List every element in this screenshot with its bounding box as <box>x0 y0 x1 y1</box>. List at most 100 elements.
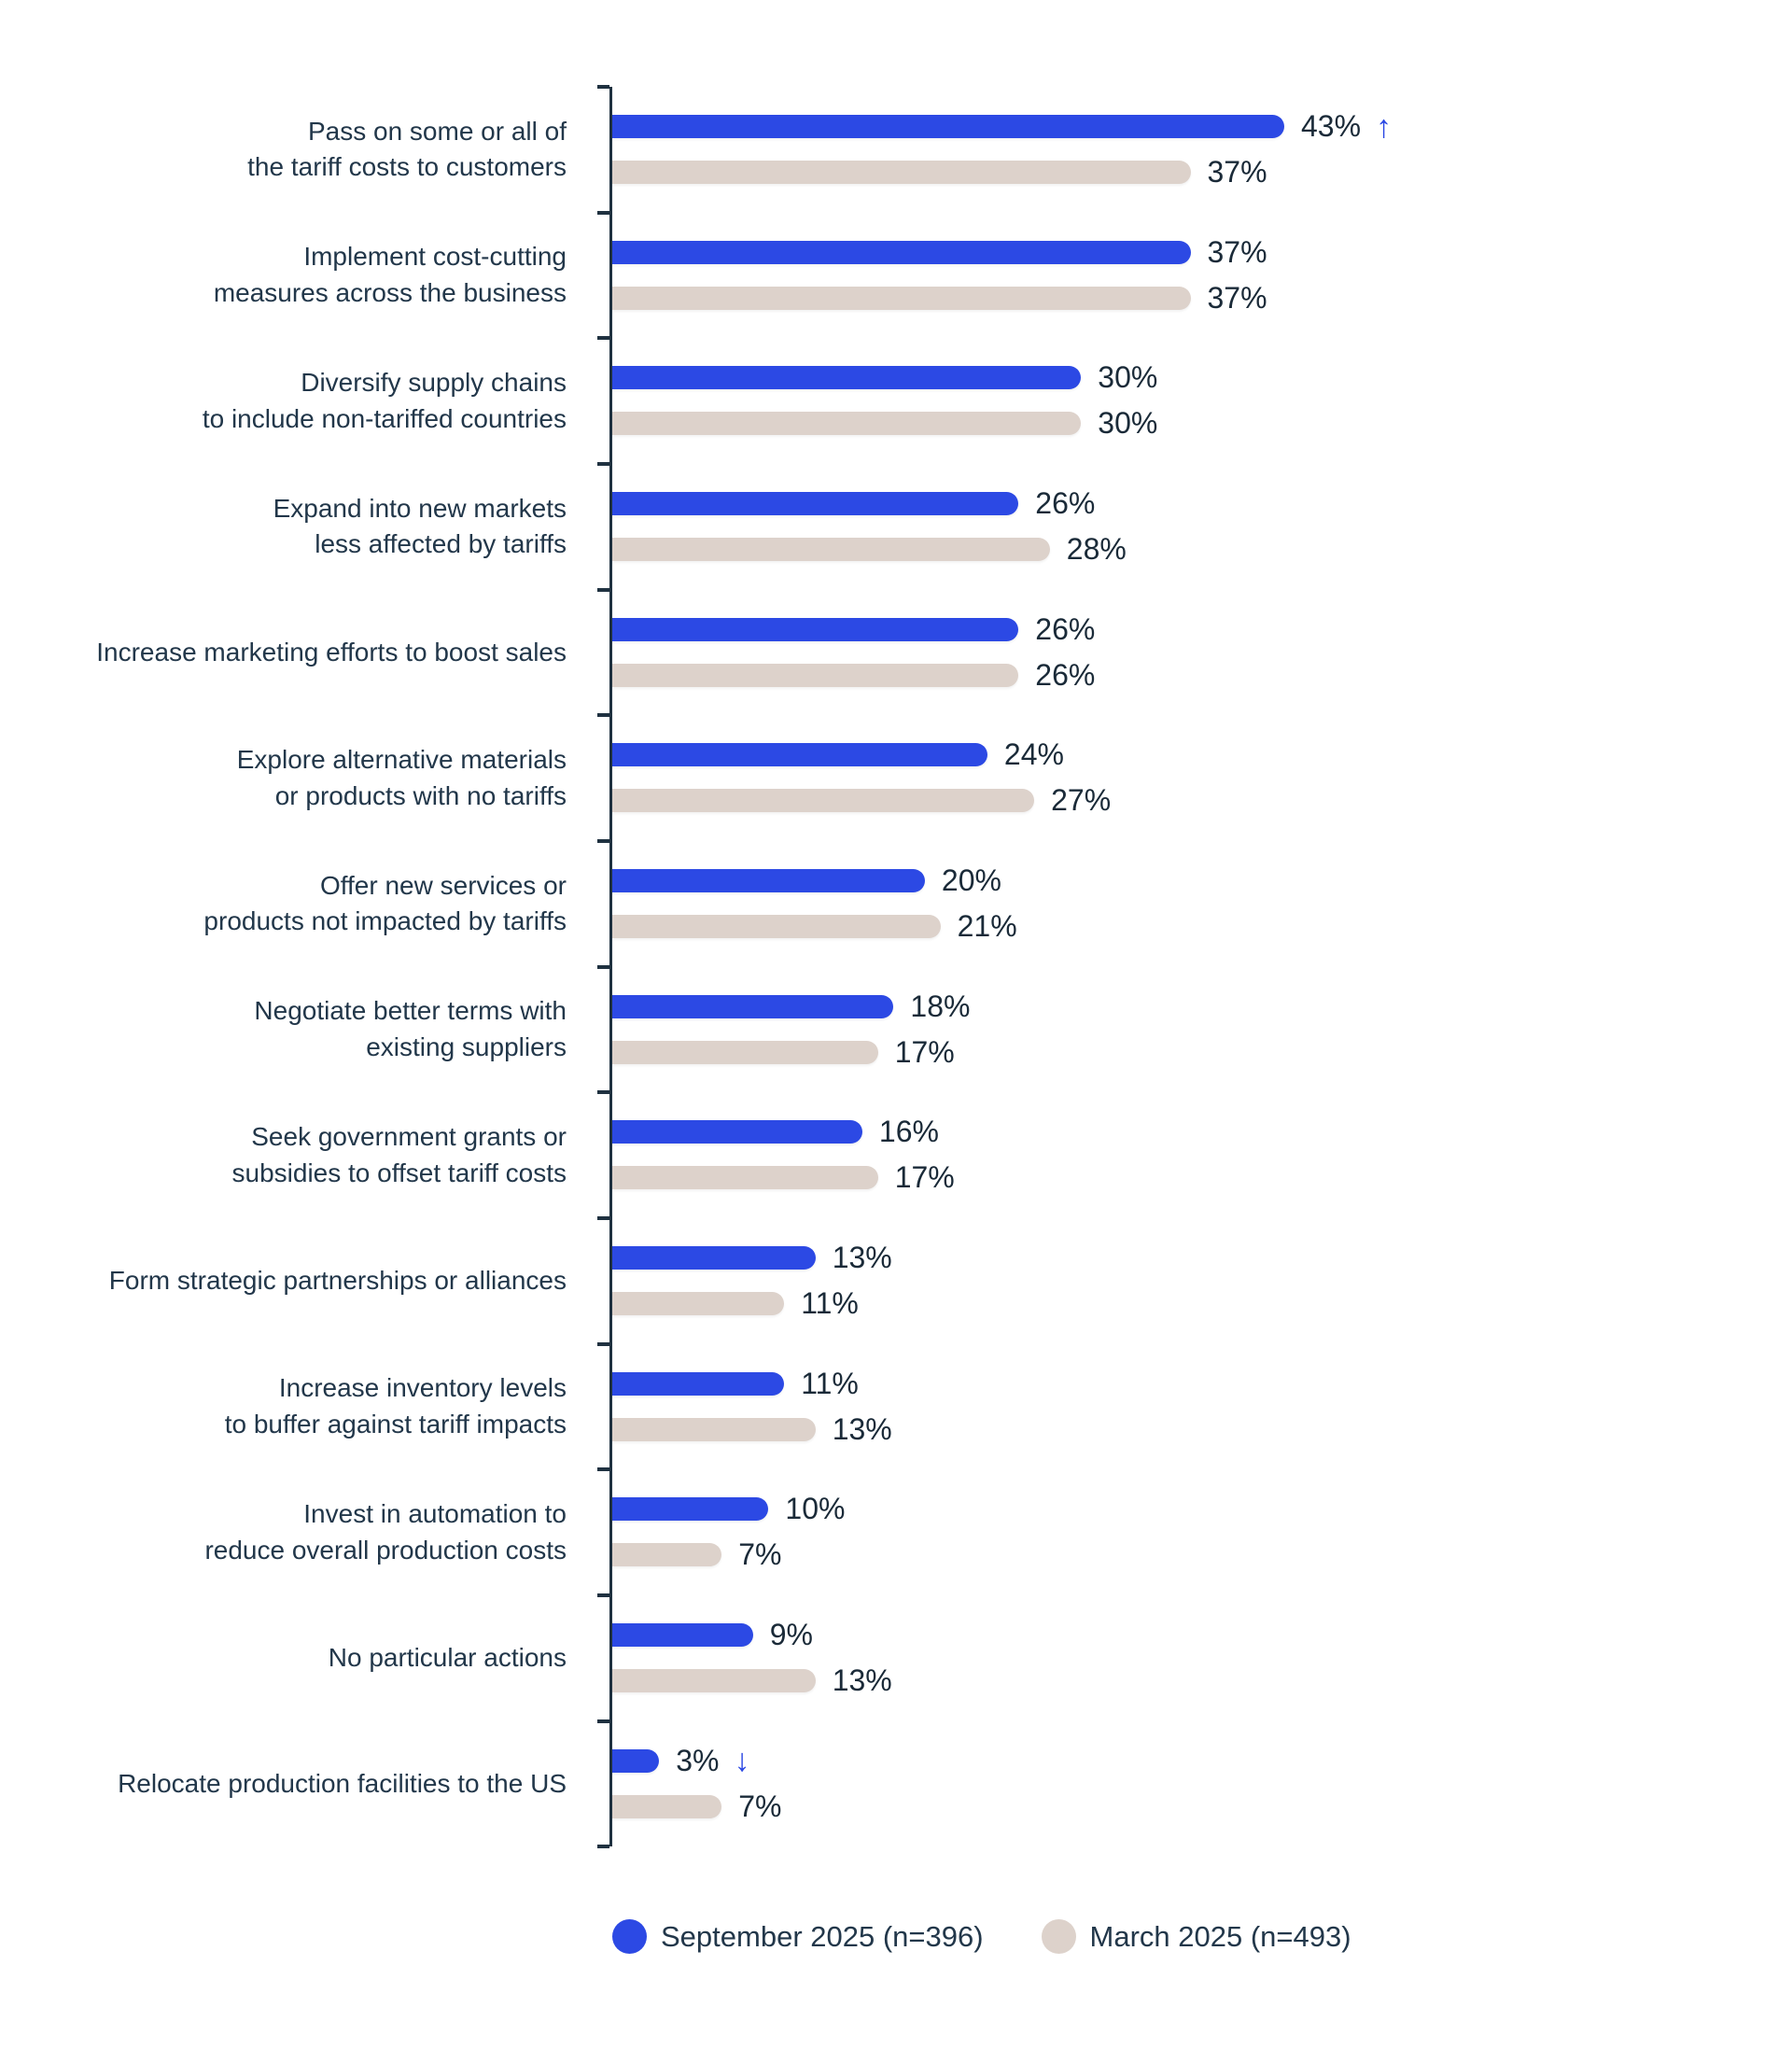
bar-march <box>612 789 1035 813</box>
legend-label-march: March 2025 (n=493) <box>1089 1919 1351 1953</box>
bar-line-september: 37% <box>612 235 1792 269</box>
chart-row: No particular actions 9% 13% <box>0 1595 1792 1721</box>
bar-value-march: 17% <box>894 1160 955 1195</box>
axis-tick <box>597 839 609 843</box>
axis-tick <box>597 336 609 341</box>
legend-swatch-september <box>612 1919 647 1954</box>
chart-row: Increase inventory levels to buffer again… <box>0 1344 1792 1470</box>
category-label: Increase marketing efforts to boost sale… <box>96 637 567 667</box>
bar-line-september: 26% <box>612 486 1792 520</box>
bar-pair: 13% 11% <box>609 1218 1792 1344</box>
bar-line-september: 20% <box>612 863 1792 897</box>
bar-pair: 30% 30% <box>609 338 1792 464</box>
bar-line-march: 11% <box>612 1286 1792 1320</box>
bar-value-march: 37% <box>1207 155 1267 189</box>
chart-row: Diversify supply chains to include non-ta… <box>0 338 1792 464</box>
y-axis-line <box>609 87 612 1846</box>
legend-label-september: September 2025 (n=396) <box>661 1919 984 1953</box>
bar-line-march: 28% <box>612 532 1792 566</box>
bar-value-march: 7% <box>738 1537 782 1572</box>
up-arrow-icon: ↑ <box>1376 108 1393 145</box>
bar-september <box>612 115 1284 138</box>
axis-tick <box>597 1593 609 1597</box>
bar-march <box>612 286 1191 310</box>
chart-row: Seek government grants or subsidies to of… <box>0 1092 1792 1218</box>
axis-tick <box>597 85 609 89</box>
bar-line-march: 13% <box>612 1412 1792 1446</box>
bar-september <box>612 491 1019 515</box>
bar-march <box>612 1166 878 1190</box>
bar-pair: 11% 13% <box>609 1344 1792 1470</box>
bar-september <box>612 617 1019 641</box>
chart-row: Negotiate better terms with existing supp… <box>0 967 1792 1093</box>
bar-september <box>612 1622 753 1647</box>
bar-line-march: 21% <box>612 909 1792 943</box>
bar-pair: 37% 37% <box>609 213 1792 339</box>
category-label: Negotiate better terms with existing supp… <box>254 996 567 1061</box>
bar-line-september: 30% <box>612 360 1792 394</box>
bar-value-march: 13% <box>832 1411 892 1446</box>
chart-row: Implement cost-cutting measures across th… <box>0 213 1792 339</box>
bar-value-september: 11% <box>801 1366 859 1400</box>
bar-pair: 20% 21% <box>609 841 1792 967</box>
category-label: Pass on some or all of the tariff costs t… <box>247 116 567 182</box>
bar-line-march: 17% <box>612 1035 1792 1069</box>
axis-tick <box>597 1845 609 1849</box>
axis-tick <box>597 462 609 466</box>
bar-value-march: 11% <box>801 1285 859 1320</box>
bar-line-september: 43% ↑ <box>612 109 1792 143</box>
bar-march <box>612 1543 722 1567</box>
legend-swatch-march <box>1041 1919 1076 1954</box>
chart-row: Increase marketing efforts to boost sale… <box>0 590 1792 716</box>
category-label: Implement cost-cutting measures across th… <box>213 242 567 307</box>
bar-march <box>612 1040 878 1064</box>
bar-september <box>612 1748 660 1773</box>
bar-line-march: 26% <box>612 658 1792 692</box>
category-label: Diversify supply chains to include non-ta… <box>202 368 567 433</box>
bar-value-march: 28% <box>1066 531 1127 566</box>
down-arrow-icon: ↓ <box>734 1743 750 1779</box>
axis-tick <box>597 1467 609 1472</box>
axis-tick <box>597 587 609 592</box>
bar-value-september: 10% <box>785 1492 846 1526</box>
category-label: Seek government grants or subsidies to of… <box>231 1121 567 1187</box>
chart-rows: Pass on some or all of the tariff costs t… <box>0 87 1792 1846</box>
bar-value-march: 13% <box>832 1663 892 1697</box>
legend: September 2025 (n=396) March 2025 (n=493… <box>612 1919 1351 1954</box>
bar-value-september: 30% <box>1098 360 1158 395</box>
bar-march <box>612 663 1019 687</box>
category-label: Explore alternative materials or products… <box>236 744 567 810</box>
chart-row: Explore alternative materials or products… <box>0 715 1792 841</box>
bar-line-march: 7% <box>612 1789 1792 1823</box>
bar-value-march: 26% <box>1035 657 1096 692</box>
bar-value-september: 13% <box>832 1240 892 1274</box>
bar-value-march: 37% <box>1207 280 1267 315</box>
bar-pair: 10% 7% <box>609 1469 1792 1595</box>
bar-pair: 26% 28% <box>609 464 1792 590</box>
axis-tick <box>597 1090 609 1095</box>
bar-line-september: 13% <box>612 1241 1792 1274</box>
category-label: Expand into new markets less affected by … <box>273 493 567 559</box>
bar-line-september: 24% <box>612 737 1792 771</box>
category-label: Offer new services or products not impact… <box>203 870 567 936</box>
bar-value-march: 7% <box>738 1789 782 1823</box>
bar-value-september: 18% <box>910 989 971 1023</box>
bar-pair: 43% ↑ 37% <box>609 87 1792 213</box>
bar-september <box>612 994 894 1018</box>
chart-row: Form strategic partnerships or alliances… <box>0 1218 1792 1344</box>
bar-line-september: 11% <box>612 1367 1792 1400</box>
legend-item-march: March 2025 (n=493) <box>1041 1919 1351 1954</box>
bar-value-september: 16% <box>878 1115 939 1149</box>
category-label: Form strategic partnerships or alliances <box>108 1265 567 1295</box>
bar-march <box>612 161 1191 184</box>
bar-line-march: 37% <box>612 155 1792 189</box>
bar-september <box>612 868 925 892</box>
chart-row: Invest in automation to reduce overall pr… <box>0 1469 1792 1595</box>
bar-line-september: 16% <box>612 1115 1792 1148</box>
axis-tick <box>597 1341 609 1346</box>
bar-september <box>612 1120 862 1144</box>
bar-line-march: 37% <box>612 281 1792 315</box>
chart-row: Relocate production facilities to the US… <box>0 1721 1792 1847</box>
bar-line-september: 3% ↓ <box>612 1744 1792 1777</box>
bar-value-march: 17% <box>894 1034 955 1069</box>
